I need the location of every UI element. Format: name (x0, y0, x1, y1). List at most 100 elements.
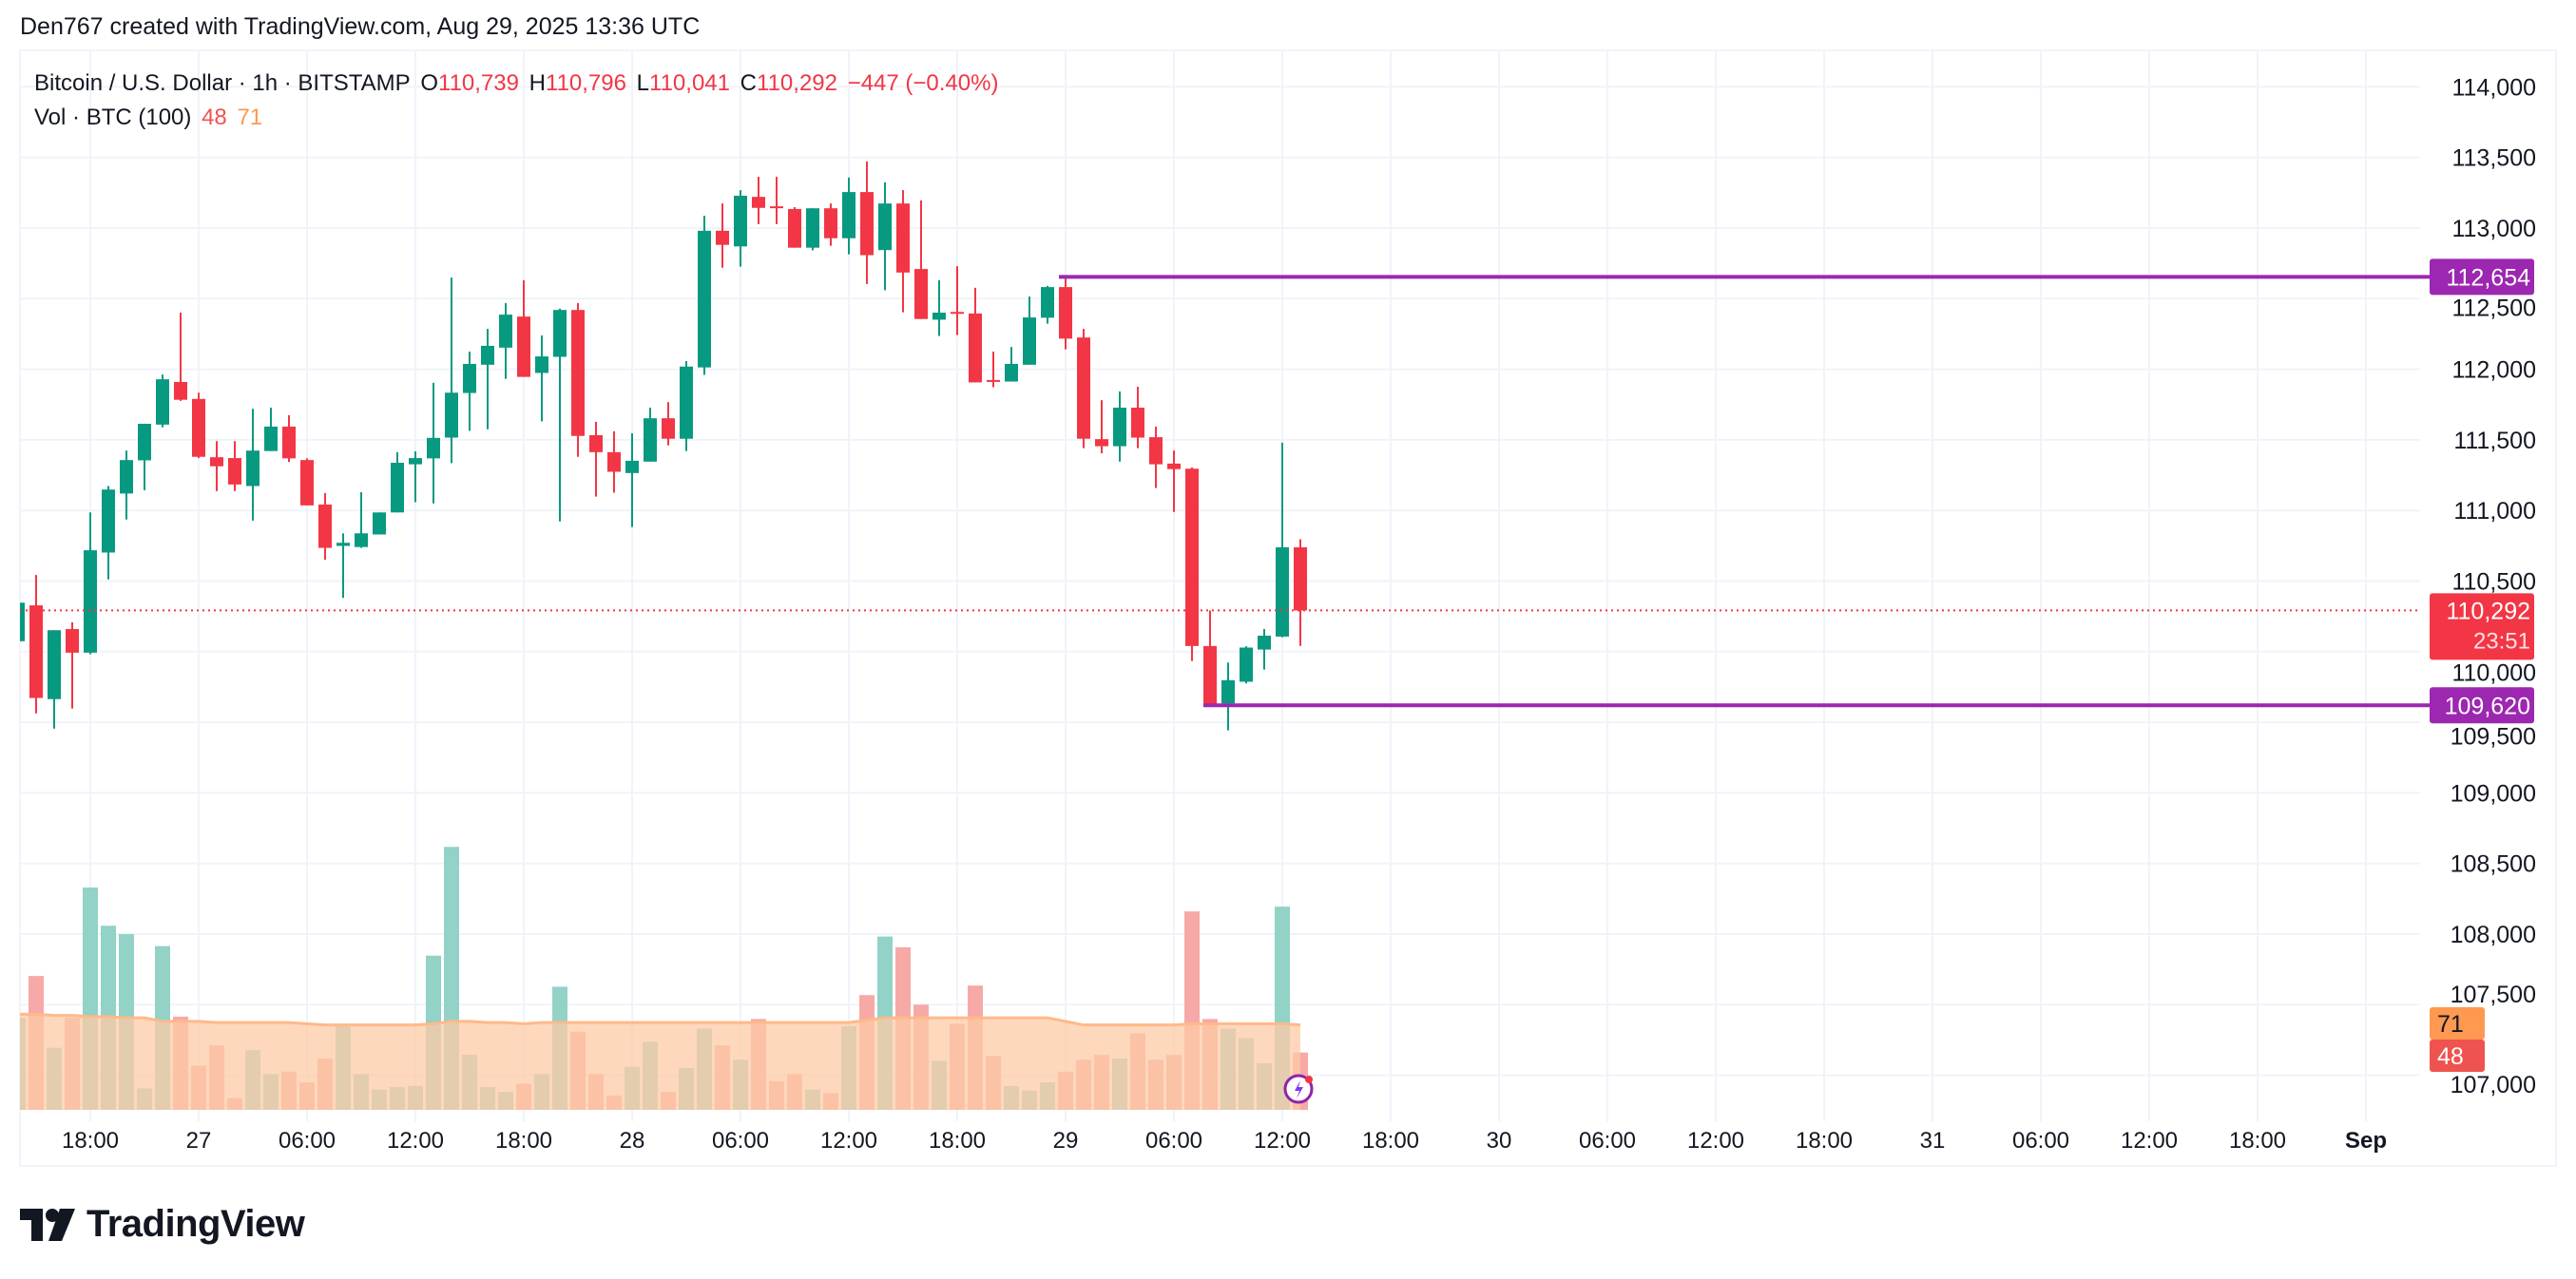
candle-body (29, 605, 43, 698)
price-tick-label: 110,000 (2451, 659, 2536, 686)
symbol-title[interactable]: Bitcoin / U.S. Dollar · 1h · BITSTAMP (34, 70, 411, 96)
candle (932, 279, 946, 336)
candle-body (102, 489, 115, 553)
candle (156, 374, 169, 428)
price-tick-label: 112,000 (2451, 357, 2536, 384)
candle (282, 414, 296, 463)
candle (1077, 329, 1090, 449)
price-tick-label: 110,500 (2451, 569, 2536, 596)
candle-body (932, 313, 946, 320)
candle (1041, 285, 1054, 324)
candle-body (951, 312, 964, 315)
candle (824, 203, 837, 246)
price-axis[interactable]: 112,654 110,292 23:51 109,620 71 48 114,000 113… (2430, 74, 2536, 1098)
candle (806, 208, 819, 251)
candle (427, 382, 440, 504)
candle-body (860, 192, 874, 256)
candle (318, 492, 332, 561)
candle-body (300, 460, 314, 506)
candle-body (914, 269, 928, 319)
volume-legend: Vol · BTC (100) 48 71 (34, 101, 1002, 135)
time-tick-label: 12:00 (2121, 1128, 2178, 1154)
candle-body (355, 533, 368, 547)
high-value: 110,796 (546, 70, 626, 96)
time-tick-label: 18:00 (495, 1128, 552, 1154)
candle (445, 277, 458, 464)
volume-value: 48 (202, 105, 227, 130)
volume-pane (20, 847, 1308, 1110)
candle-body (842, 192, 855, 239)
horizontal-levels[interactable] (20, 275, 2430, 708)
time-tick-label: 06:00 (712, 1128, 769, 1154)
candle (66, 621, 79, 709)
price-tick-label: 111,500 (2453, 428, 2536, 454)
vol-ma-badge (2430, 1007, 2485, 1040)
candle-body (1167, 463, 1181, 469)
candle-body (1077, 337, 1090, 439)
price-tick-label: 113,500 (2451, 145, 2536, 172)
price-tick-label: 112,500 (2451, 295, 2536, 321)
candle (1294, 539, 1307, 646)
candle (987, 352, 1000, 388)
price-tick-label: 108,000 (2451, 922, 2536, 948)
candle (517, 279, 530, 377)
candle (752, 177, 765, 224)
candle-body (192, 398, 205, 457)
candle (481, 329, 494, 430)
candle-body (318, 504, 332, 548)
chart-attribution: Den767 created with TradingView.com, Aug… (20, 13, 701, 40)
candle (48, 630, 61, 729)
tradingview-logo[interactable]: TradingView (20, 1203, 305, 1246)
candle (842, 177, 855, 255)
price-tick-label: 107,000 (2451, 1072, 2536, 1098)
candle (1023, 296, 1036, 365)
candle-body (445, 392, 458, 438)
candle-body (1240, 647, 1253, 682)
time-tick-label: 18:00 (2229, 1128, 2286, 1154)
candle (409, 450, 422, 503)
candle (336, 533, 350, 599)
time-tick-label: 27 (186, 1128, 212, 1154)
candle-body (806, 208, 819, 248)
candle-body (1294, 546, 1307, 611)
candle-body (409, 458, 422, 465)
candle (1221, 662, 1235, 731)
volume-ma-area (20, 1014, 1300, 1110)
candle-body (589, 435, 603, 452)
candle (589, 421, 603, 497)
candle-body (427, 437, 440, 459)
time-tick-label: 12:00 (820, 1128, 877, 1154)
candle (860, 161, 874, 284)
time-tick-label: 18:00 (62, 1128, 119, 1154)
candle (264, 408, 278, 451)
low-label: L (636, 70, 650, 96)
time-tick-label: 06:00 (279, 1128, 336, 1154)
lightning-icon[interactable] (1283, 1074, 1314, 1104)
candle (463, 352, 476, 431)
candle (662, 402, 675, 446)
candle-body (1203, 645, 1217, 704)
candle-body (625, 460, 639, 473)
candle (896, 190, 910, 313)
time-tick-label: 18:00 (1796, 1128, 1853, 1154)
volume-title[interactable]: Vol · BTC (100) (34, 105, 192, 130)
candles (20, 161, 1307, 731)
candle (300, 458, 314, 506)
candle-body (571, 310, 585, 436)
candle (84, 512, 97, 655)
time-tick-label: 12:00 (387, 1128, 444, 1154)
candle (969, 287, 982, 383)
price-tick-label: 107,500 (2451, 982, 2536, 1008)
candle-body (987, 379, 1000, 382)
candle (788, 207, 801, 248)
candle-body (210, 457, 223, 467)
level-low-badge (2430, 687, 2534, 724)
candle-body (246, 450, 260, 487)
candle-body (1258, 636, 1271, 650)
candle (571, 303, 585, 457)
close-label: C (740, 70, 758, 96)
time-axis[interactable]: 18:00 27 06:00 12:00 18:00 28 06:00 12:00 18:00 2… (62, 1128, 2387, 1154)
candle (20, 602, 25, 641)
candle-body (1005, 363, 1018, 382)
